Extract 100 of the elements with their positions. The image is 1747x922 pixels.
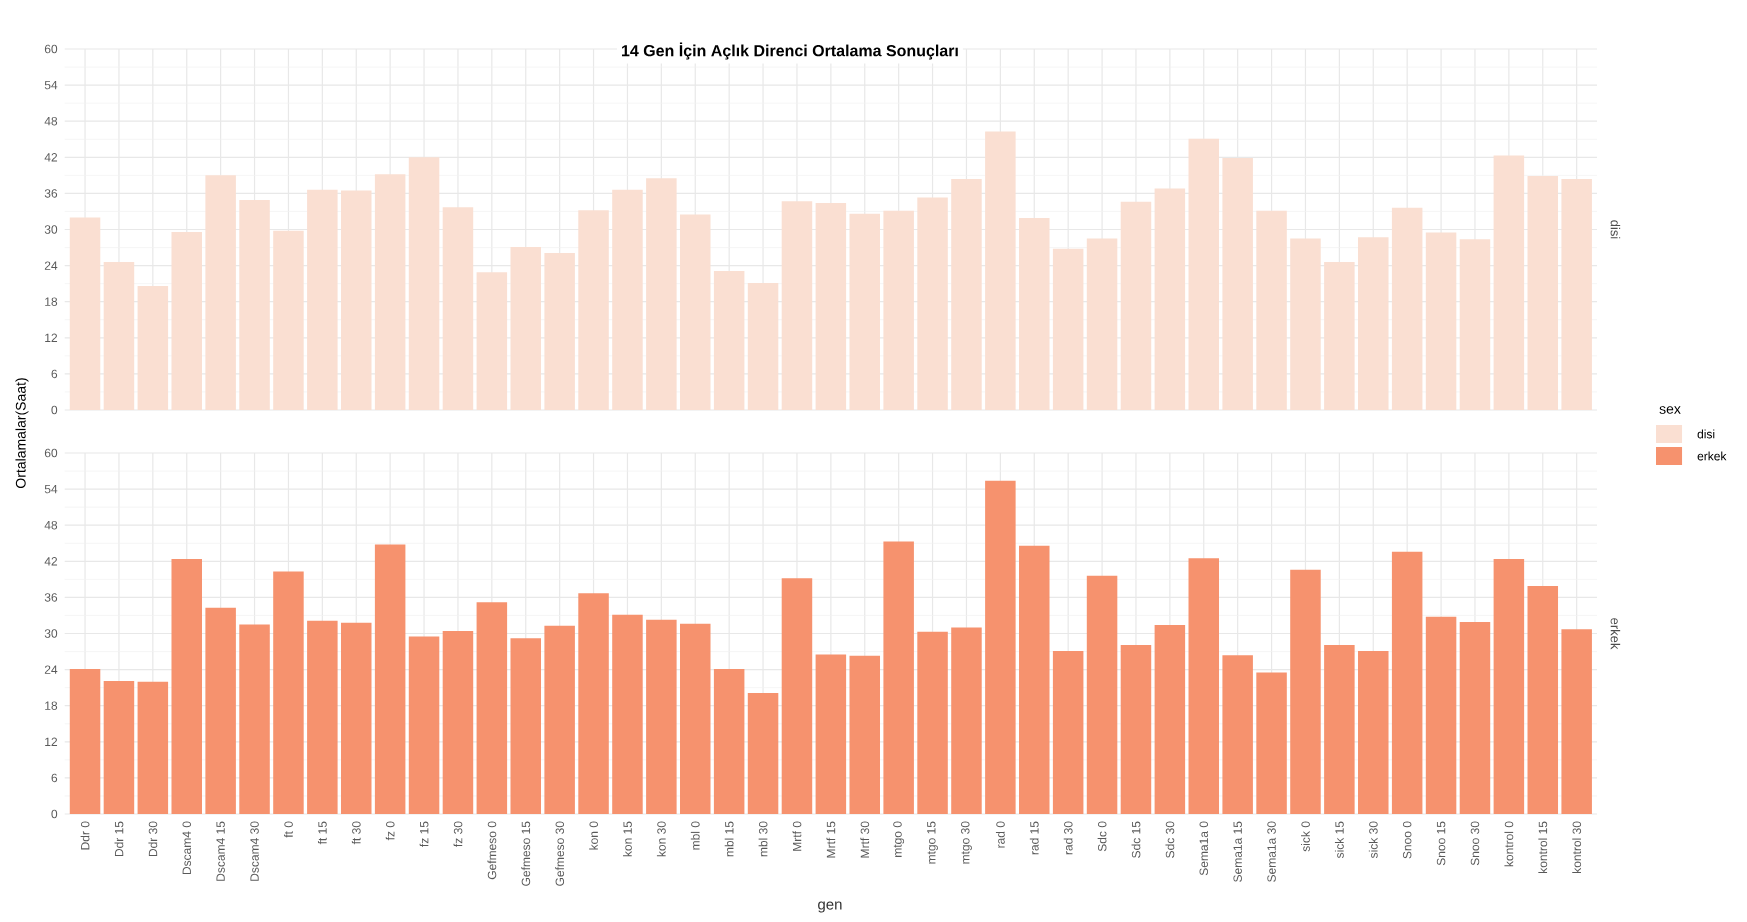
x-tick-label: ft 15	[317, 821, 327, 845]
x-tick-label: Dscam4 30	[250, 821, 259, 881]
bar	[69, 217, 101, 410]
x-tick-label: Sema1a 0	[1199, 821, 1209, 876]
bar	[442, 207, 474, 410]
x-tick-label: kon 0	[589, 821, 598, 850]
y-tick-label: 12	[45, 333, 58, 342]
x-tick-label: mtgo 15	[927, 821, 938, 864]
y-tick-label: 54	[44, 484, 58, 494]
legend-label: erkek	[1697, 451, 1727, 461]
y-tick-label: 24	[44, 261, 58, 270]
bar	[1324, 261, 1355, 410]
y-tick-label: 6	[51, 369, 58, 379]
x-tick-label: fz 15	[419, 821, 429, 847]
bar	[1120, 201, 1152, 410]
x-tick-label: Sdc 30	[1165, 821, 1175, 858]
bar	[1459, 239, 1491, 410]
bar	[340, 622, 372, 814]
bar	[612, 614, 643, 814]
bar	[1256, 210, 1287, 410]
bar	[442, 631, 474, 814]
y-tick-label: 60	[44, 44, 58, 54]
x-tick-label: mbl 0	[690, 821, 700, 850]
bar	[985, 131, 1016, 410]
x-tick-label: ft 0	[284, 821, 293, 838]
y-tick-label: 42	[44, 153, 58, 162]
bar	[1120, 644, 1152, 814]
bar	[849, 213, 881, 410]
bar	[1290, 569, 1321, 814]
y-tick-label: 6	[51, 773, 58, 783]
x-tick-label: Gefmeso 15	[521, 821, 531, 886]
bar	[1561, 629, 1592, 814]
x-tick-label: Sdc 15	[1131, 821, 1141, 858]
x-tick-label: Ddr 0	[80, 821, 90, 850]
bar	[1086, 238, 1118, 410]
bar	[646, 178, 677, 410]
bar	[1425, 232, 1457, 410]
bar	[273, 571, 304, 814]
bar	[239, 200, 270, 410]
legend-title: sex	[1659, 406, 1681, 414]
x-tick-label: fz 0	[385, 821, 395, 841]
x-tick-label: Dscam4 0	[182, 821, 191, 875]
bar	[781, 578, 813, 814]
bar	[510, 246, 541, 410]
bar	[849, 655, 881, 814]
y-tick-label: 36	[44, 189, 58, 198]
bar	[1391, 551, 1423, 814]
y-tick-label: 48	[44, 520, 58, 530]
bar	[1358, 237, 1389, 410]
y-tick-label: 54	[44, 80, 58, 90]
x-tick-label: mbl 30	[758, 821, 768, 857]
x-tick-label: sick 15	[1334, 821, 1344, 859]
x-tick-label: Snoo 30	[1470, 821, 1480, 866]
x-tick-label: Snoo 15	[1436, 821, 1446, 866]
bar	[951, 627, 982, 814]
x-tick-label: Mrtf 30	[860, 821, 870, 858]
x-tick-label: kontrol 30	[1572, 821, 1582, 873]
x-tick-label: rad 30	[1063, 821, 1073, 855]
bar	[612, 189, 643, 410]
bar	[510, 638, 541, 814]
bar	[646, 619, 677, 814]
x-tick-label: ft 30	[351, 821, 361, 845]
bar	[747, 693, 779, 814]
bar	[815, 654, 847, 814]
bar	[307, 189, 338, 410]
x-axis-title: gen	[818, 901, 842, 913]
bar	[917, 631, 948, 814]
x-tick-label: Sdc 0	[1097, 821, 1107, 852]
x-tick-label: Gefmeso 0	[487, 821, 497, 880]
bar	[1052, 650, 1084, 814]
y-tick-label: 30	[44, 629, 58, 638]
x-tick-label: Dscam4 15	[216, 821, 225, 881]
bar	[307, 620, 338, 814]
bar	[1493, 155, 1525, 410]
bar	[1425, 616, 1457, 814]
x-tick-label: Gefmeso 30	[555, 821, 565, 886]
x-tick-label: Ddr 15	[114, 821, 124, 857]
x-tick-label: mtgo 0	[893, 821, 905, 857]
bar	[374, 544, 406, 814]
bar	[273, 230, 304, 410]
bar	[239, 624, 270, 814]
x-tick-label: kontrol 0	[1504, 821, 1514, 867]
bar	[1188, 138, 1220, 410]
x-tick-label: Sema1a 30	[1267, 821, 1276, 882]
chart-title: 14 Gen İçin Açlık Direnci Ortalama Sonuçları	[621, 42, 958, 60]
bar	[747, 283, 779, 410]
x-tick-label: Ddr 30	[148, 821, 158, 857]
bar	[680, 623, 711, 814]
text: erkek	[1610, 618, 1621, 650]
bar	[1459, 622, 1491, 814]
x-tick-label: fz 30	[453, 821, 463, 847]
bar	[1019, 218, 1050, 410]
y-tick-label: 24	[44, 665, 58, 674]
text: disi	[1610, 220, 1621, 239]
bar	[1154, 625, 1186, 814]
y-tick-label: 0	[51, 405, 58, 415]
y-tick-label: 48	[44, 116, 58, 126]
x-tick-label: mtgo 30	[961, 821, 972, 864]
bar	[205, 607, 236, 814]
y-tick-label: 42	[44, 557, 58, 566]
